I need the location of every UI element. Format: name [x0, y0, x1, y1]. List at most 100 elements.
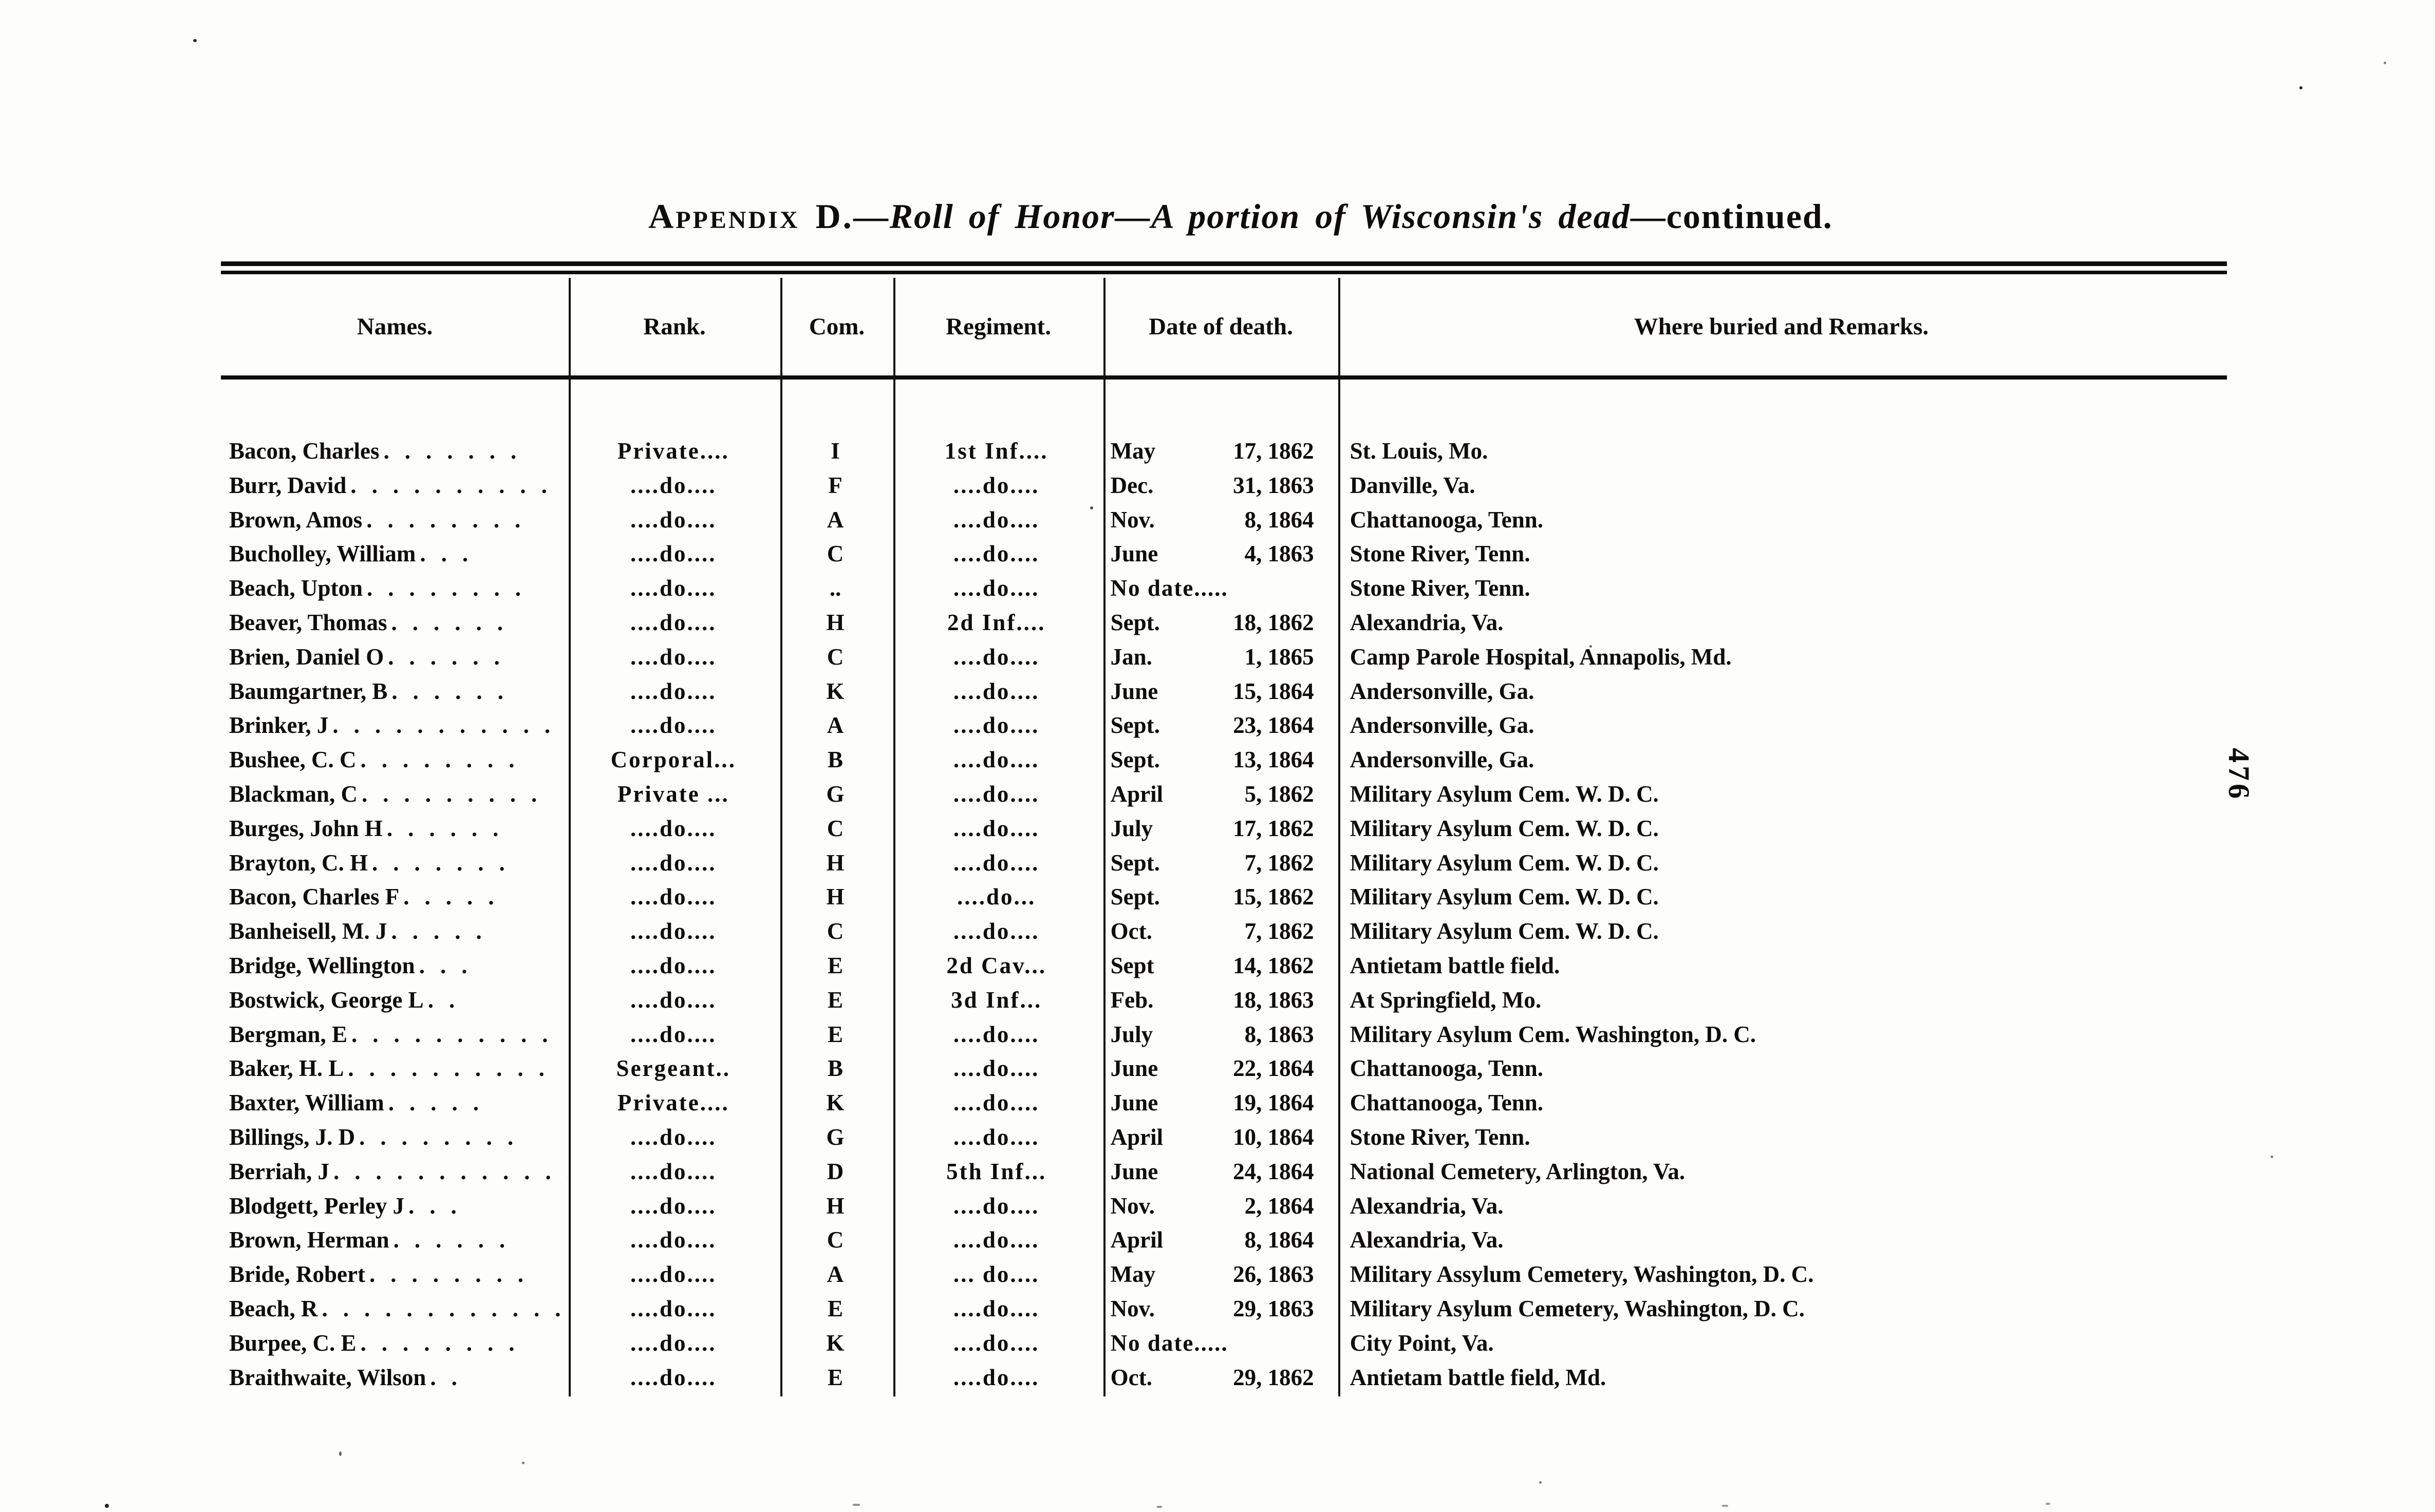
scan-speck — [2299, 86, 2302, 89]
death-month: June — [1110, 1158, 1158, 1184]
death-day: 13 — [1233, 747, 1257, 773]
dot-leader: ........ — [369, 1261, 539, 1288]
table-row: Billings, J. D........ ....do.... G ....do.… — [221, 1120, 2281, 1155]
burial-place-cell: Military Asylum Cem. W. D. C. — [1350, 918, 1659, 944]
company-cell: E — [827, 1364, 843, 1390]
date-of-death-cell: Sept. 15, 1862 — [1101, 880, 1336, 914]
death-month: April — [1110, 781, 1164, 807]
burial-place-cell: Alexandria, Va. — [1350, 609, 1504, 635]
column-rule-rank-com — [780, 278, 782, 1396]
death-month: July — [1110, 815, 1153, 841]
table-row: Bride, Robert........ ....do.... A ... do..… — [221, 1257, 2281, 1292]
date-of-death-cell: April 10, 1864 — [1101, 1120, 1336, 1155]
rank-cell: ....do.... — [630, 952, 717, 978]
dot-leader: ... — [419, 952, 483, 978]
company-cell: E — [827, 1021, 843, 1047]
dot-leader: .. — [430, 1364, 473, 1390]
death-month: April — [1110, 1227, 1164, 1253]
header-regiment: Regiment. — [946, 313, 1051, 340]
regiment-cell: ....do.... — [953, 506, 1040, 533]
death-day: 19 — [1233, 1090, 1257, 1116]
company-cell: C — [827, 918, 844, 944]
death-month: Sept — [1110, 952, 1154, 978]
date-of-death-cell: June 24, 1864 — [1101, 1155, 1336, 1189]
burial-place-cell: At Springfield, Mo. — [1350, 987, 1542, 1013]
soldier-name: Brown, Amos — [229, 506, 363, 533]
date-of-death-cell: Oct. 29, 1862 — [1101, 1360, 1336, 1395]
table-row: Brinker, J........... ....do.... A ....do..… — [221, 708, 2281, 743]
regiment-cell: 5th Inf... — [946, 1158, 1047, 1184]
death-day: 29 — [1233, 1364, 1257, 1390]
regiment-cell: ....do.... — [953, 1330, 1040, 1356]
date-of-death-cell: April 8, 1864 — [1101, 1223, 1336, 1257]
death-year: , 1863 — [1256, 1021, 1314, 1047]
death-month: Nov. — [1110, 1193, 1155, 1219]
death-year: , 1865 — [1256, 644, 1314, 670]
soldier-name: Brien, Daniel O — [229, 644, 384, 670]
scan-speck — [339, 1451, 342, 1456]
date-of-death-cell: Sept 14, 1862 — [1101, 949, 1336, 983]
table-row: Brayton, C. H....... ....do.... H ....do...… — [221, 846, 2281, 880]
death-year: , 1864 — [1256, 678, 1314, 704]
regiment-cell: ....do.... — [953, 575, 1040, 601]
dot-leader: ..... — [403, 884, 510, 910]
scan-speck — [1589, 645, 1592, 648]
regiment-cell: ....do.... — [953, 1193, 1040, 1219]
company-cell: H — [826, 609, 845, 635]
regiment-cell: 2d Inf.... — [947, 609, 1046, 635]
soldier-name-cell: Baxter, William..... — [221, 1086, 568, 1120]
header-where-buried: Where buried and Remarks. — [1634, 313, 1929, 340]
dot-leader: ...... — [386, 815, 514, 841]
rank-cell: Private ... — [617, 781, 729, 807]
burial-place-cell: Military Asylum Cem. W. D. C. — [1350, 781, 1659, 807]
dot-leader: ..... — [388, 1090, 494, 1116]
death-year: , 1864 — [1256, 712, 1314, 739]
soldier-name-cell: Bostwick, George L.. — [221, 983, 568, 1017]
table-header-row: Names. Rank. Com. Regiment. Date of deat… — [221, 278, 2224, 375]
table-row: Beaver, Thomas...... ....do.... H 2d Inf...… — [221, 606, 2281, 640]
dot-leader: ..... — [391, 918, 497, 944]
death-day: 4 — [1244, 541, 1257, 567]
soldier-name: Brown, Herman — [229, 1227, 389, 1253]
death-month: Feb. — [1110, 987, 1154, 1013]
table-row: Brown, Amos........ ....do.... A ....do....… — [221, 503, 2281, 537]
death-month: April — [1110, 1124, 1164, 1150]
soldier-name-cell: Bacon, Charles....... — [221, 434, 568, 468]
table-row: Bostwick, George L.. ....do.... E 3d Inf...… — [221, 983, 2281, 1017]
date-of-death-cell: No date..... — [1101, 571, 1336, 606]
company-cell: E — [827, 987, 843, 1013]
soldier-name: Brayton, C. H — [229, 849, 368, 876]
company-cell: E — [827, 952, 843, 978]
regiment-cell: ....do... — [957, 884, 1036, 910]
table-row: Baker, H. L.......... Sergeant.. B ....do..… — [221, 1051, 2281, 1086]
rank-cell: ....do.... — [630, 1124, 717, 1150]
dot-leader: ............ — [333, 1158, 568, 1184]
table-row: Bridge, Wellington... ....do.... E 2d Cav..… — [221, 949, 2281, 983]
burial-place-cell: Stone River, Tenn. — [1350, 541, 1530, 567]
burial-place-cell: City Point, Va. — [1350, 1330, 1494, 1356]
soldier-name: Baker, H. L — [229, 1055, 344, 1082]
company-cell: C — [827, 815, 844, 841]
rank-cell: ....do.... — [630, 506, 717, 533]
table-row: Bacon, Charles F..... ....do.... H ....do..… — [221, 880, 2281, 914]
soldier-name: Bucholley, William — [229, 541, 416, 567]
death-day: 15 — [1233, 884, 1257, 910]
death-year: , 1862 — [1256, 1364, 1314, 1390]
death-month: Nov. — [1110, 506, 1155, 533]
regiment-cell: ....do.... — [953, 678, 1040, 704]
dot-leader: ........ — [359, 1124, 529, 1150]
scan-speck — [1090, 506, 1093, 509]
header-rank: Rank. — [643, 313, 706, 340]
dot-leader: ...... — [391, 609, 519, 635]
soldier-name-cell: Baumgartner, B...... — [221, 674, 568, 709]
death-day: 18 — [1233, 987, 1257, 1013]
rank-cell: ....do.... — [630, 712, 717, 739]
table-row: Bushee, C. C........ Corporal... B ....do..… — [221, 743, 2281, 777]
death-month: June — [1110, 1090, 1158, 1116]
burial-place-cell: Andersonville, Ga. — [1350, 747, 1534, 773]
soldier-name: Berriah, J — [229, 1158, 329, 1184]
soldier-name-cell: Burr, David.......... — [221, 468, 568, 503]
scan-speck — [1722, 1505, 1728, 1507]
date-of-death-cell: Jan. 1, 1865 — [1101, 640, 1336, 674]
